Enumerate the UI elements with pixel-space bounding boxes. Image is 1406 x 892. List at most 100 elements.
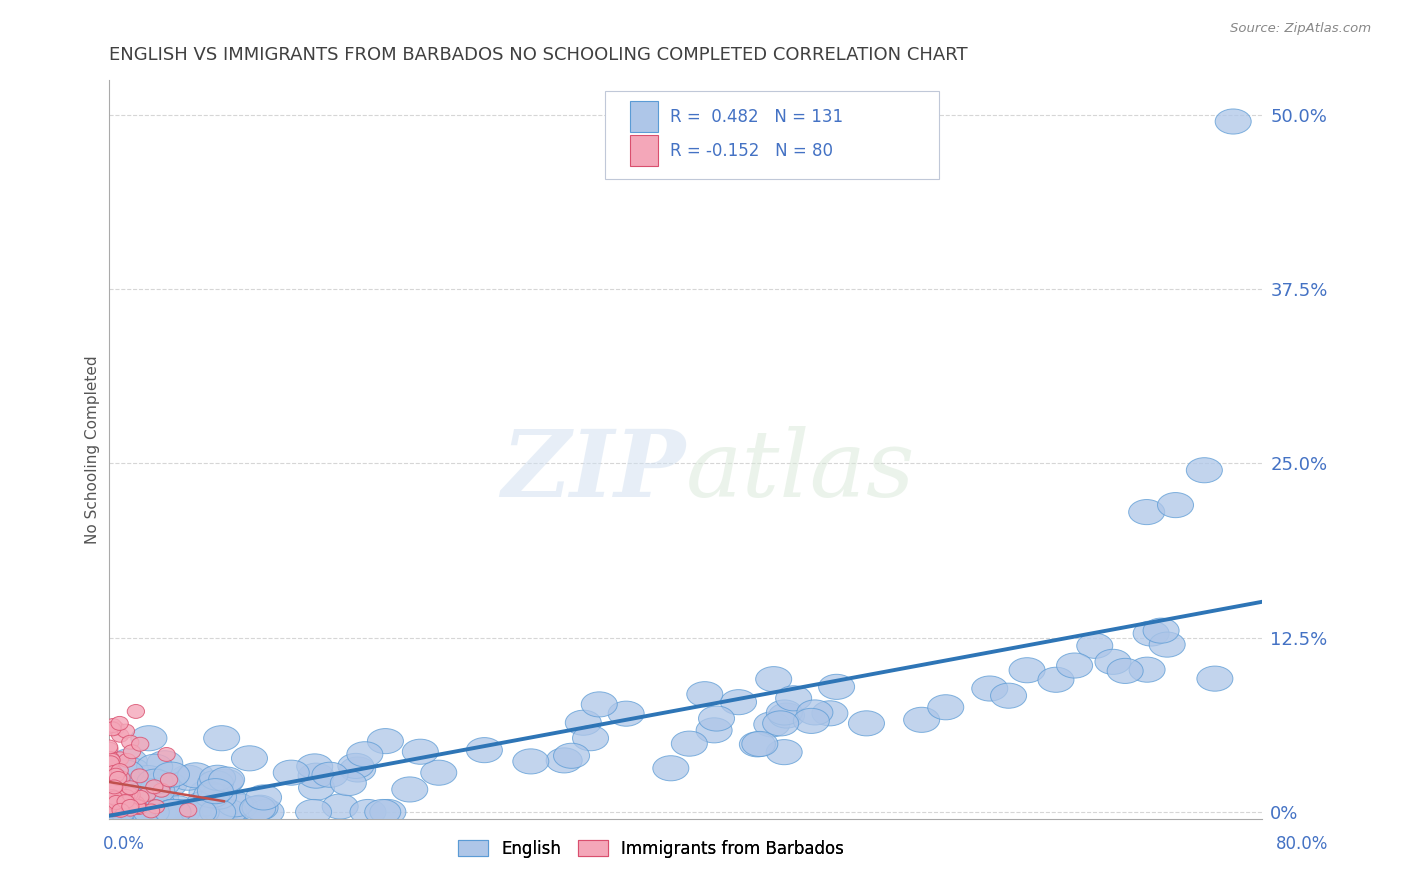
Ellipse shape — [117, 795, 135, 808]
Legend: English, Immigrants from Barbados: English, Immigrants from Barbados — [450, 831, 852, 866]
Ellipse shape — [766, 700, 803, 725]
Ellipse shape — [100, 791, 118, 805]
Ellipse shape — [742, 731, 778, 756]
Ellipse shape — [131, 769, 148, 783]
Ellipse shape — [118, 789, 135, 804]
Text: 80.0%: 80.0% — [1277, 835, 1329, 853]
Ellipse shape — [100, 800, 117, 814]
Ellipse shape — [155, 799, 191, 824]
Ellipse shape — [797, 700, 832, 725]
Ellipse shape — [202, 797, 238, 822]
Ellipse shape — [159, 796, 195, 821]
Ellipse shape — [108, 795, 125, 809]
Ellipse shape — [330, 771, 367, 796]
Ellipse shape — [97, 787, 134, 812]
Ellipse shape — [972, 676, 1008, 701]
Ellipse shape — [904, 707, 939, 732]
Ellipse shape — [322, 794, 359, 819]
Ellipse shape — [754, 712, 790, 737]
Ellipse shape — [153, 783, 170, 797]
Ellipse shape — [1157, 492, 1194, 517]
Ellipse shape — [141, 799, 177, 824]
Ellipse shape — [155, 799, 191, 824]
Ellipse shape — [131, 799, 167, 824]
Ellipse shape — [186, 791, 222, 816]
Ellipse shape — [108, 796, 125, 810]
Ellipse shape — [111, 799, 146, 824]
Ellipse shape — [347, 741, 382, 767]
Ellipse shape — [118, 754, 136, 767]
Ellipse shape — [143, 799, 179, 824]
Text: atlas: atlas — [685, 426, 915, 516]
Ellipse shape — [122, 795, 141, 809]
Ellipse shape — [1129, 657, 1166, 682]
Ellipse shape — [114, 798, 131, 813]
Ellipse shape — [98, 799, 135, 824]
Ellipse shape — [312, 762, 349, 788]
Ellipse shape — [766, 739, 803, 764]
Ellipse shape — [111, 764, 128, 778]
Ellipse shape — [104, 764, 121, 778]
Text: Source: ZipAtlas.com: Source: ZipAtlas.com — [1230, 22, 1371, 36]
Ellipse shape — [111, 716, 128, 731]
Ellipse shape — [776, 686, 811, 711]
Ellipse shape — [101, 759, 120, 773]
Ellipse shape — [155, 799, 191, 824]
Ellipse shape — [132, 790, 149, 805]
Ellipse shape — [180, 799, 217, 824]
Ellipse shape — [188, 780, 225, 805]
Ellipse shape — [108, 760, 143, 785]
Ellipse shape — [208, 769, 243, 794]
Ellipse shape — [1010, 657, 1045, 682]
Ellipse shape — [740, 731, 775, 757]
Ellipse shape — [103, 753, 120, 767]
Ellipse shape — [136, 769, 173, 794]
Ellipse shape — [97, 799, 132, 824]
Ellipse shape — [350, 799, 387, 824]
Ellipse shape — [104, 722, 121, 736]
Ellipse shape — [145, 799, 181, 824]
Ellipse shape — [128, 800, 146, 814]
Ellipse shape — [793, 708, 830, 733]
Ellipse shape — [848, 711, 884, 736]
Ellipse shape — [337, 754, 374, 779]
Ellipse shape — [107, 722, 125, 735]
Ellipse shape — [103, 752, 120, 765]
Ellipse shape — [103, 782, 121, 797]
Ellipse shape — [139, 779, 174, 804]
Ellipse shape — [132, 772, 169, 797]
Ellipse shape — [513, 749, 548, 774]
Ellipse shape — [93, 799, 129, 824]
Ellipse shape — [197, 779, 233, 804]
Ellipse shape — [124, 745, 141, 759]
Ellipse shape — [565, 710, 602, 735]
Ellipse shape — [105, 797, 124, 811]
Ellipse shape — [273, 760, 309, 785]
Bar — [630, 135, 658, 166]
Ellipse shape — [101, 742, 118, 756]
Ellipse shape — [105, 780, 122, 794]
Ellipse shape — [105, 791, 122, 805]
Ellipse shape — [114, 758, 149, 783]
Ellipse shape — [340, 757, 375, 782]
Ellipse shape — [124, 799, 159, 824]
Ellipse shape — [150, 772, 187, 797]
Ellipse shape — [208, 767, 245, 792]
Ellipse shape — [146, 751, 183, 776]
Ellipse shape — [97, 797, 134, 822]
Ellipse shape — [101, 798, 118, 812]
Ellipse shape — [110, 772, 127, 786]
Ellipse shape — [696, 718, 733, 743]
Ellipse shape — [467, 738, 502, 763]
Ellipse shape — [124, 792, 141, 806]
Ellipse shape — [107, 796, 124, 810]
Ellipse shape — [194, 782, 229, 808]
Ellipse shape — [136, 755, 173, 780]
Ellipse shape — [204, 726, 239, 751]
Ellipse shape — [103, 772, 139, 797]
Ellipse shape — [242, 795, 278, 821]
Ellipse shape — [232, 746, 267, 771]
Ellipse shape — [1038, 667, 1074, 692]
Ellipse shape — [686, 681, 723, 706]
Ellipse shape — [157, 747, 176, 762]
